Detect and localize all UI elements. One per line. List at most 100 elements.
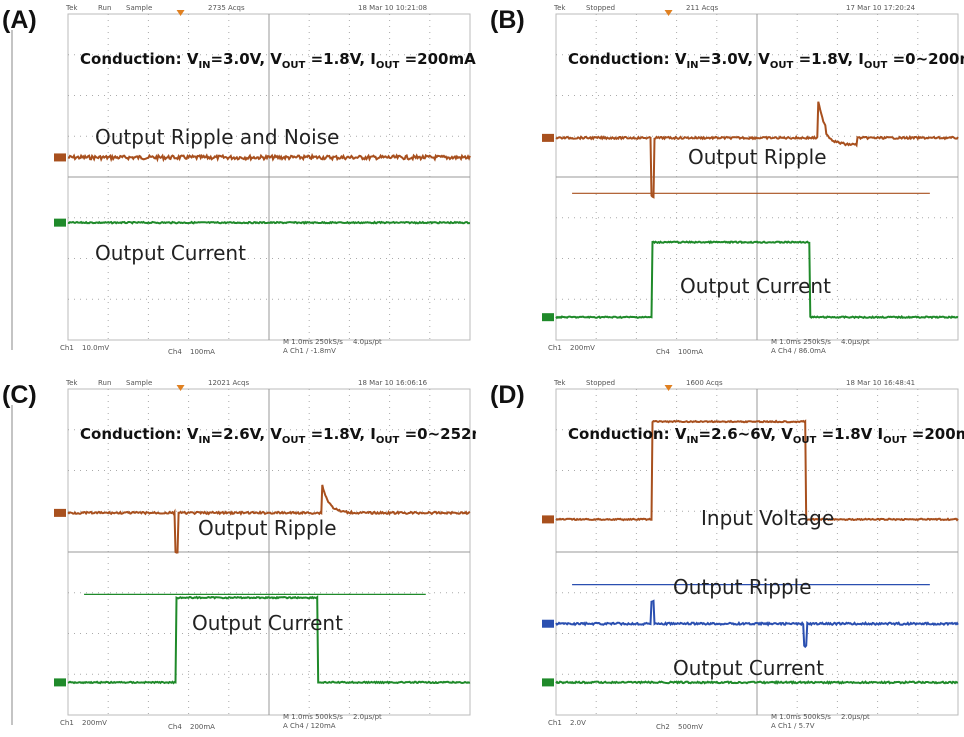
status-text: M 1.0ms 250kS/s (771, 338, 831, 346)
title-subscript: OUT (883, 435, 907, 446)
title-text: =1.8V, I (305, 425, 376, 443)
title-subscript: IN (198, 60, 210, 71)
title-text: =3.0V, V (211, 50, 283, 68)
title-subscript: OUT (282, 435, 306, 446)
title-subscript: IN (686, 435, 698, 446)
panel-label: (B) (490, 6, 525, 34)
conduction-title: Conduction: VIN=2.6V, VOUT =1.8V, IOUT =… (80, 425, 476, 446)
channel-marker (54, 153, 66, 161)
status-text: 2.0µs/pt (841, 713, 870, 721)
status-text: Ch4 (656, 348, 670, 356)
status-text: Tek (553, 379, 566, 387)
title-subscript: OUT (770, 60, 794, 71)
waveform (556, 682, 958, 684)
status-text: Ch1 (60, 344, 74, 352)
status-text: 4.0µs/pt (353, 338, 382, 346)
status-text: Sample (126, 379, 152, 387)
status-text: 200mA (190, 723, 215, 731)
annotation: Output Ripple (198, 516, 337, 540)
status-text: 2.0µs/pt (353, 713, 382, 721)
status-text: 18 Mar 10 16:06:16 (358, 379, 428, 387)
annotation: Input Voltage (701, 506, 834, 530)
status-text: Ch4 (168, 723, 182, 731)
channel-marker (54, 219, 66, 227)
title-subscript: IN (198, 435, 210, 446)
title-subscript: OUT (864, 60, 888, 71)
status-text: Tek (553, 4, 566, 12)
status-text: 12021 Acqs (208, 379, 249, 387)
status-text: 2735 Acqs (208, 4, 245, 12)
status-text: Stopped (586, 4, 615, 12)
status-text: 18 Mar 10 10:21:08 (358, 4, 427, 12)
title-text: Conduction: V (80, 425, 199, 443)
status-text: Ch2 (656, 723, 670, 731)
scope-panel: (C) Tek Run Sample 12021 Acqs 18 Mar 10 16:06… (0, 375, 476, 737)
status-text: A Ch4 / 120mA (283, 722, 336, 730)
status-text: 4.0µs/pt (841, 338, 870, 346)
status-text: 17 Mar 10 17:20:24 (846, 4, 916, 12)
annotation: Output Ripple (673, 575, 812, 599)
figure: (A) Tek Run Sample 2735 Acqs 18 Mar 10 10:21:… (0, 0, 964, 737)
status-text: 2.0V (570, 719, 586, 727)
title-text: =2.6~6V, V (699, 425, 794, 443)
status-text: 211 Acqs (686, 4, 719, 12)
annotation: Output Current (680, 274, 831, 298)
status-text: Run (98, 4, 111, 12)
status-text: A Ch1 / -1.8mV (283, 347, 336, 355)
status-text: 18 Mar 10 16:48:41 (846, 379, 915, 387)
title-subscript: OUT (376, 435, 400, 446)
title-text: =1.8V, I (305, 50, 376, 68)
status-text: Ch1 (548, 344, 562, 352)
status-text: Tek (65, 379, 78, 387)
status-text: Run (98, 379, 111, 387)
title-text: Conduction: V (568, 425, 687, 443)
title-subscript: OUT (793, 435, 817, 446)
channel-marker (54, 678, 66, 686)
title-subscript: IN (686, 60, 698, 71)
scope-panel: (D) Tek Stopped 1600 Acqs 18 Mar 10 16:48:41… (488, 375, 964, 737)
status-text: 200mV (82, 719, 107, 727)
annotation: Output Ripple (688, 145, 827, 169)
status-text: Ch4 (168, 348, 182, 356)
title-text: =1.8V, I (793, 50, 864, 68)
conduction-title: Conduction: VIN=3.0V, VOUT =1.8V, IOUT =… (80, 50, 476, 71)
title-text: Conduction: V (568, 50, 687, 68)
channel-marker (54, 509, 66, 517)
status-text: Ch1 (548, 719, 562, 727)
panel-label: (D) (490, 381, 525, 409)
status-text: Tek (65, 4, 78, 12)
status-text: M 1.0ms 500kS/s (283, 713, 343, 721)
channel-marker (542, 313, 554, 321)
status-text: A Ch1 / 5.7V (771, 722, 815, 730)
annotation: Output Current (673, 656, 824, 680)
channel-marker (542, 134, 554, 142)
panel-label: (C) (2, 381, 37, 409)
panel-label: (A) (2, 6, 37, 34)
annotation: Output Ripple and Noise (95, 125, 339, 149)
status-text: 500mV (678, 723, 703, 731)
title-subscript: OUT (376, 60, 400, 71)
status-text: 100mA (190, 348, 215, 356)
status-text: M 1.0ms 500kS/s (771, 713, 831, 721)
status-text: 200mV (570, 344, 595, 352)
title-text: =1.8V I (816, 425, 883, 443)
scope-panel: (B) Tek Stopped 211 Acqs 17 Mar 10 17:20:24 C… (488, 0, 964, 362)
title-subscript: OUT (282, 60, 306, 71)
status-text: Stopped (586, 379, 615, 387)
waveform (68, 222, 470, 223)
title-text: =0~200mA (887, 50, 964, 68)
status-text: M 1.0ms 250kS/s (283, 338, 343, 346)
channel-marker (542, 678, 554, 686)
title-text: =2.6V, V (211, 425, 283, 443)
status-text: 100mA (678, 348, 703, 356)
status-text: 10.0mV (82, 344, 109, 352)
status-text: A Ch4 / 86.0mA (771, 347, 826, 355)
status-text: Ch1 (60, 719, 74, 727)
title-text: =200mA (907, 425, 964, 443)
status-text: 1600 Acqs (686, 379, 723, 387)
title-text: Conduction: V (80, 50, 199, 68)
title-text: =0~252m (399, 425, 476, 443)
annotation: Output Current (192, 611, 343, 635)
conduction-title: Conduction: VIN=3.0V, VOUT =1.8V, IOUT =… (568, 50, 964, 71)
